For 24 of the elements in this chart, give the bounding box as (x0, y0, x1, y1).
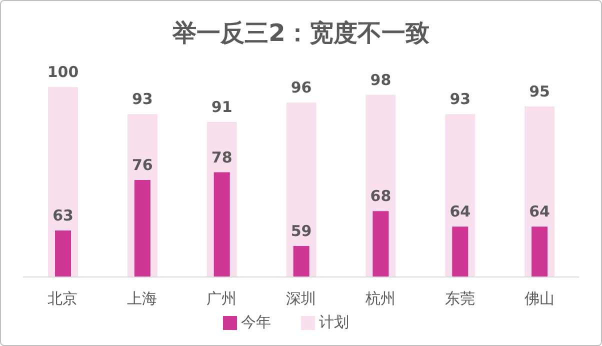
data-label: 96 (290, 78, 312, 97)
legend-label: 计划 (319, 313, 349, 331)
data-label: 59 (290, 222, 312, 240)
x-tick-label: 北京 (48, 290, 78, 308)
chart-title: 举一反三2：宽度不一致 (171, 18, 430, 47)
data-label: 95 (529, 82, 550, 100)
x-tick-label: 佛山 (524, 290, 554, 308)
data-label: 78 (211, 148, 232, 166)
data-label: 76 (132, 156, 153, 174)
x-tick-label: 上海 (127, 290, 158, 308)
data-label: 93 (450, 90, 471, 108)
data-label: 63 (52, 206, 74, 224)
legend-label: 今年 (241, 313, 271, 331)
data-label: 100 (47, 63, 79, 81)
data-label: 64 (529, 202, 550, 221)
data-label: 98 (370, 70, 392, 89)
data-label: 68 (370, 187, 392, 206)
x-tick-label: 东莞 (444, 290, 475, 308)
x-tick-label: 深圳 (286, 290, 316, 308)
data-label: 64 (450, 202, 471, 221)
x-tick-label: 广州 (206, 290, 237, 308)
data-label: 93 (132, 90, 153, 108)
data-label: 91 (211, 98, 232, 116)
x-tick-label: 杭州 (364, 290, 396, 308)
